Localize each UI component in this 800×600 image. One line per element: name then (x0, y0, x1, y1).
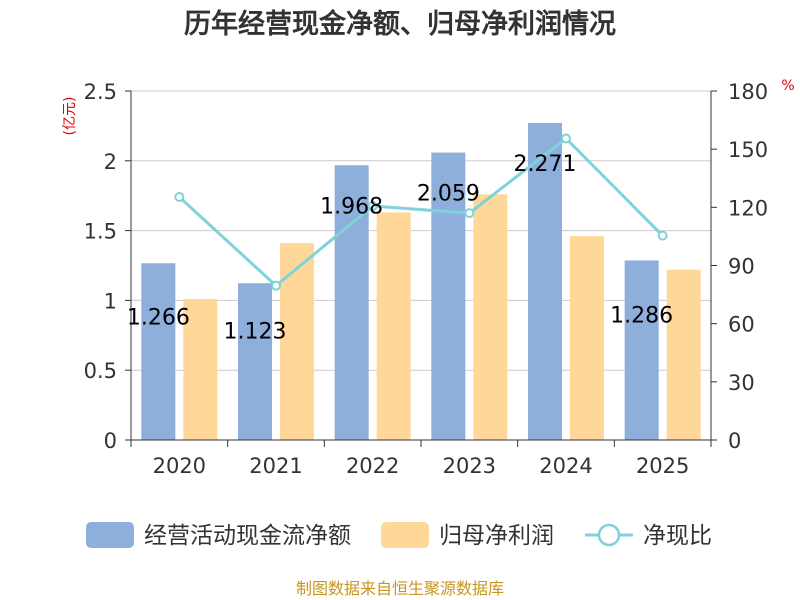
legend: 经营活动现金流净额 归母净利润 净现比 (86, 522, 712, 549)
legend-label: 经营活动现金流净额 (144, 523, 351, 549)
bar-operating-cash-flow (528, 122, 562, 441)
bar-data-label: 2.059 (417, 182, 480, 207)
legend-swatch-operating-cash-flow (86, 522, 134, 548)
right-axis-tick-label: 120 (728, 196, 768, 220)
ratio-point (464, 208, 475, 219)
bar-operating-cash-flow (624, 260, 659, 440)
bar-data-label: 1.266 (127, 305, 190, 330)
bar-net-profit (570, 236, 604, 440)
left-axis-tick-label: 1 (104, 289, 117, 313)
bar-net-profit (183, 299, 218, 440)
x-axis-tick-label: 2023 (443, 454, 496, 478)
left-axis-unit: (亿元) (62, 97, 78, 136)
bar-net-profit (666, 269, 701, 440)
data-labels-group: 1.266 1.123 1.968 2.059 2.271 1.286 (127, 152, 673, 344)
right-axis-tick-label: 60 (728, 313, 755, 337)
right-axis-unit: % (781, 78, 794, 94)
chart-title: 历年经营现金净额、归母净利润情况 (184, 8, 616, 40)
x-axis-tick-label: 2022 (346, 454, 399, 478)
left-axis-tick-label: 0 (104, 429, 117, 453)
x-axis-tick-label: 2021 (249, 454, 302, 478)
bar-data-label: 1.286 (610, 303, 673, 328)
right-axis-tick-label: 150 (728, 138, 768, 162)
bar-operating-cash-flow (238, 283, 272, 440)
bars-group (141, 122, 701, 441)
ratio-point (561, 133, 571, 144)
ratio-point (174, 192, 185, 203)
ratio-point (367, 200, 378, 211)
bar-net-profit (473, 194, 508, 440)
right-axis-tick-label: 30 (728, 371, 755, 395)
ratio-point (657, 230, 668, 241)
source-note: 制图数据来自恒生聚源数据库 (296, 579, 504, 598)
gridlines (131, 90, 711, 371)
right-axis-tick-label: 90 (728, 255, 755, 279)
ratio-line (178, 136, 664, 288)
left-axis-tick-label: 2.5 (84, 80, 117, 104)
bar-net-profit (376, 212, 411, 440)
legend-label: 归母净利润 (439, 523, 554, 549)
ratio-line-group (174, 133, 668, 291)
legend-marker-ratio (597, 523, 621, 547)
bar-operating-cash-flow (431, 152, 466, 440)
bar-operating-cash-flow (334, 165, 369, 440)
axes-group: 0 0.5 1 1.5 2 2.5 0 30 60 90 120 150 180 2020 2021 2022… (84, 80, 769, 478)
left-axis-tick-label: 1.5 (84, 220, 117, 244)
right-axis-tick-label: 0 (728, 429, 741, 453)
bar-data-label: 1.123 (224, 319, 287, 344)
ratio-point (271, 280, 281, 291)
right-axis-tick-label: 180 (728, 80, 768, 104)
x-axis-tick-label: 2024 (539, 454, 592, 478)
bar-data-label: 1.968 (320, 194, 383, 219)
x-axis-tick-label: 2020 (153, 454, 206, 478)
legend-label: 净现比 (643, 523, 712, 549)
x-axis-tick-label: 2025 (636, 454, 689, 478)
bar-operating-cash-flow (141, 263, 176, 440)
legend-swatch-net-profit (381, 522, 429, 548)
left-axis-tick-label: 0.5 (84, 359, 117, 383)
bar-data-label: 2.271 (514, 152, 577, 177)
left-axis-tick-label: 2 (104, 150, 117, 174)
